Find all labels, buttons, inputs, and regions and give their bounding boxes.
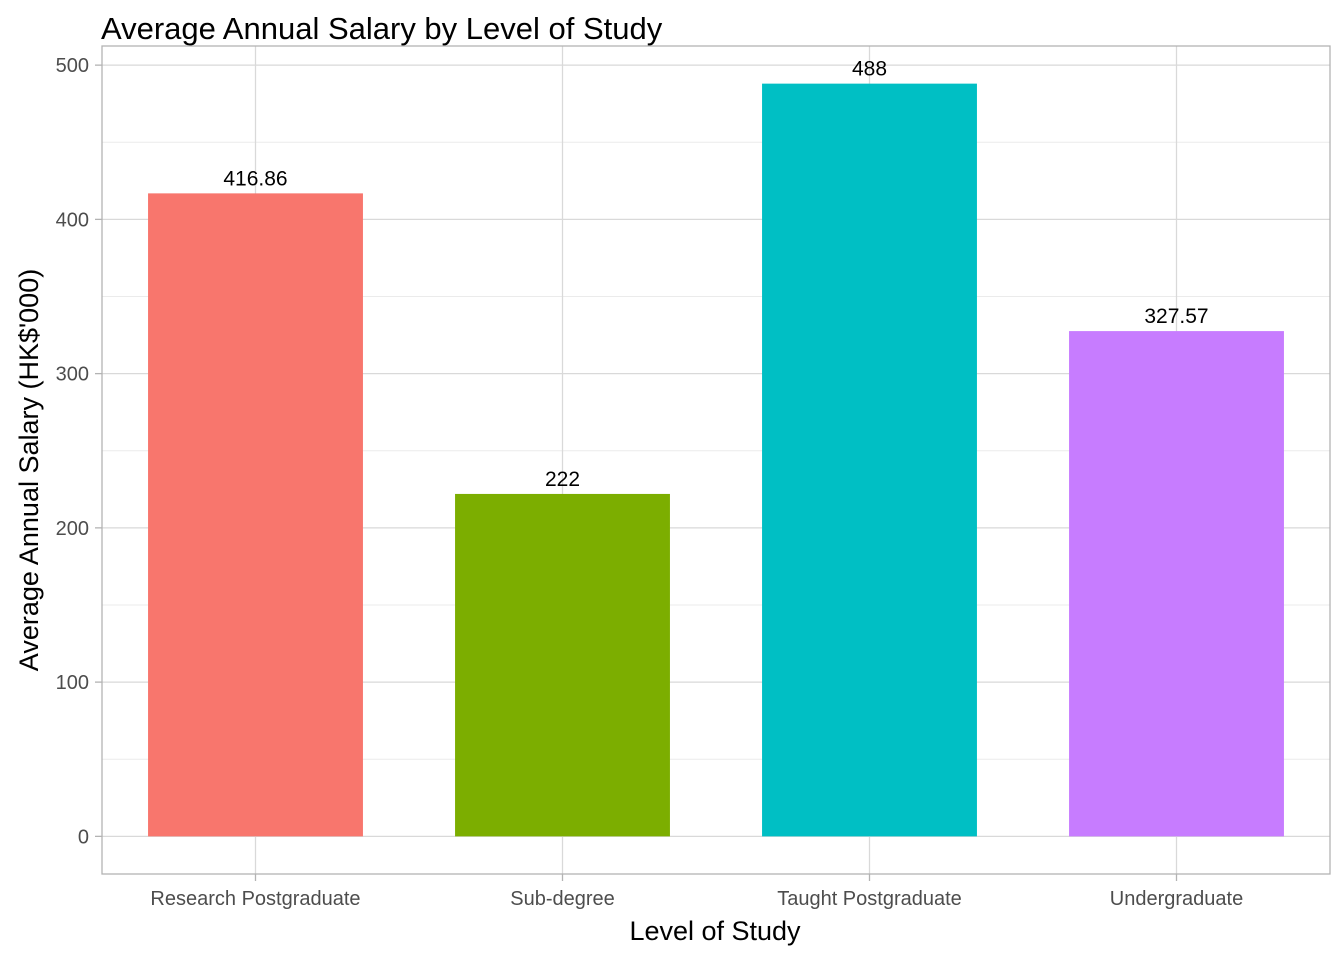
bar-undergraduate	[1069, 331, 1284, 837]
y-tick-label: 0	[78, 826, 89, 848]
x-tick-label: Sub-degree	[510, 888, 615, 910]
chart-title: Average Annual Salary by Level of Study	[101, 11, 663, 46]
x-tick-label: Undergraduate	[1110, 888, 1243, 910]
plot-border	[101, 45, 1331, 875]
bar-taught-postgraduate	[762, 83, 977, 837]
x-tick-label: Taught Postgraduate	[777, 888, 962, 910]
x-tick-label: Research Postgraduate	[150, 888, 360, 910]
data-label: 416.86	[223, 167, 287, 190]
data-label: 327.57	[1144, 305, 1208, 328]
y-tick-label: 500	[56, 55, 89, 77]
data-label: 222	[545, 468, 580, 491]
y-tick-label: 200	[56, 518, 89, 540]
x-axis-title: Level of Study	[629, 916, 801, 946]
bar-sub-degree	[455, 493, 670, 837]
y-axis-title: Average Annual Salary (HK$'000)	[14, 269, 44, 671]
y-tick-label: 300	[56, 364, 89, 386]
plot-area: 416.86 222 488 327.57 0 100 200 300 400 500 Resear…	[56, 45, 1331, 910]
y-tick-label: 400	[56, 209, 89, 231]
y-tick-label: 100	[56, 672, 89, 694]
data-label: 488	[852, 58, 887, 81]
bar-research-postgraduate	[148, 193, 363, 837]
